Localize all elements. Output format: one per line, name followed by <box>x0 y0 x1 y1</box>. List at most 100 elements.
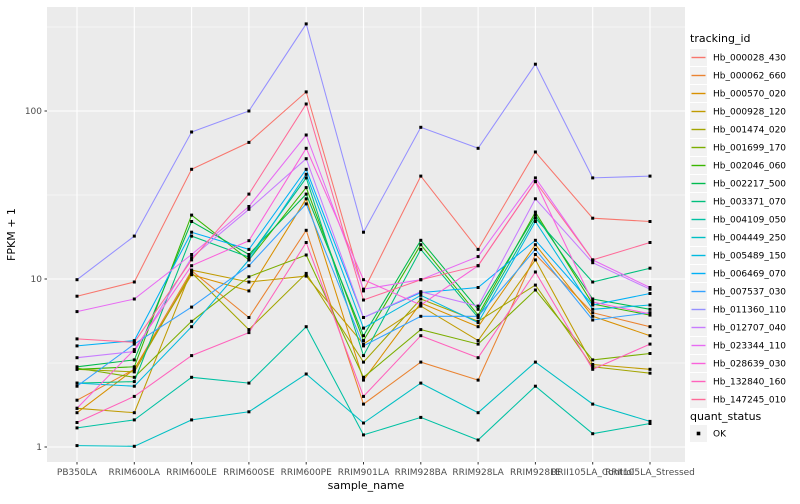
data-point-marker <box>591 303 595 307</box>
data-point-marker <box>190 325 194 329</box>
data-point-marker <box>190 264 194 268</box>
data-point-marker <box>132 411 136 415</box>
legend-label: Hb_000928_120 <box>713 108 786 118</box>
data-point-marker <box>190 220 194 223</box>
legend-label: Hb_000570_020 <box>713 90 786 100</box>
data-point-marker <box>362 421 365 425</box>
data-point-marker <box>132 418 136 422</box>
data-point-marker <box>591 280 595 284</box>
data-point-marker <box>190 375 194 379</box>
data-point-marker <box>75 337 79 341</box>
data-point-marker <box>362 334 365 338</box>
data-point-marker <box>476 247 480 251</box>
data-point-marker <box>591 300 595 304</box>
data-point-marker <box>533 180 537 184</box>
data-point-marker <box>533 253 537 256</box>
data-point-marker <box>304 90 308 94</box>
quant-legend-label: OK <box>713 430 727 440</box>
data-point-marker <box>247 316 251 319</box>
data-point-marker <box>419 301 423 305</box>
data-point-marker <box>648 352 652 355</box>
data-point-marker <box>648 287 652 291</box>
data-point-marker <box>476 304 480 308</box>
data-point-marker <box>591 358 595 362</box>
data-point-marker <box>304 202 308 206</box>
legend-label: Hb_012707_040 <box>713 324 786 334</box>
data-point-marker <box>362 298 365 302</box>
data-point-marker <box>476 286 480 289</box>
x-axis-title: sample_name <box>328 479 405 492</box>
data-point-marker <box>304 102 308 106</box>
data-point-marker <box>648 312 652 316</box>
data-point-marker <box>190 234 194 238</box>
data-point-marker <box>362 326 365 330</box>
data-point-marker <box>591 314 595 318</box>
x-tick-label: RRIM901LA <box>338 468 390 478</box>
data-point-marker <box>648 174 652 178</box>
y-axis-title: FPKM + 1 <box>5 208 18 261</box>
data-point-marker <box>533 197 537 201</box>
data-point-marker <box>476 411 480 415</box>
plot-panel <box>47 7 685 462</box>
legend-label: Hb_001699_170 <box>713 144 786 154</box>
data-point-marker <box>362 394 365 398</box>
data-point-marker <box>190 319 194 323</box>
data-point-marker <box>247 205 251 208</box>
data-point-marker <box>419 243 423 247</box>
data-point-marker <box>304 133 308 137</box>
legend-label: Hb_004109_050 <box>713 216 786 226</box>
quant-legend-title: quant_status <box>690 410 762 423</box>
data-point-marker <box>132 394 136 398</box>
data-point-marker <box>476 356 480 360</box>
data-point-marker <box>304 241 308 244</box>
legend-label: Hb_028639_030 <box>713 360 786 370</box>
data-point-marker <box>533 238 537 242</box>
data-point-marker <box>362 402 365 406</box>
data-point-marker <box>75 294 79 298</box>
data-point-marker <box>533 270 537 274</box>
data-point-marker <box>648 419 652 423</box>
data-point-marker <box>648 292 652 295</box>
data-point-marker <box>533 384 537 388</box>
data-point-marker <box>247 328 251 332</box>
data-point-marker <box>419 247 423 251</box>
data-point-marker <box>648 307 652 311</box>
x-tick-label: RRIM600LE <box>166 468 217 478</box>
data-point-marker <box>533 150 537 154</box>
data-point-marker <box>247 255 251 259</box>
data-point-marker <box>419 415 423 419</box>
data-point-marker <box>190 305 194 309</box>
data-point-marker <box>132 348 136 352</box>
data-point-marker <box>132 297 136 301</box>
data-point-marker <box>591 365 595 369</box>
data-point-marker <box>75 384 79 388</box>
data-point-marker <box>591 402 595 406</box>
data-point-marker <box>362 289 365 293</box>
legend-label: Hb_001474_020 <box>713 126 786 136</box>
data-point-marker <box>591 258 595 262</box>
legend-label: Hb_002046_060 <box>713 162 786 172</box>
data-point-marker <box>419 381 423 385</box>
data-point-marker <box>362 230 365 234</box>
data-point-marker <box>648 422 652 425</box>
data-point-marker <box>591 261 595 265</box>
data-point-marker <box>648 220 652 223</box>
data-point-marker <box>591 176 595 180</box>
legend-label: Hb_005489_150 <box>713 252 786 262</box>
data-point-marker <box>304 197 308 201</box>
y-tick-label: 100 <box>25 107 42 117</box>
data-point-marker <box>476 264 480 268</box>
data-point-marker <box>362 287 365 291</box>
data-point-marker <box>190 130 194 134</box>
data-point-marker <box>304 192 308 196</box>
data-point-marker <box>648 367 652 371</box>
data-point-marker <box>132 350 136 353</box>
data-point-marker <box>247 109 251 113</box>
data-point-marker <box>190 230 194 234</box>
data-point-marker <box>132 384 136 388</box>
data-point-marker <box>247 289 251 293</box>
data-point-marker <box>362 344 365 348</box>
data-point-marker <box>591 363 595 366</box>
data-point-marker <box>533 288 537 292</box>
data-point-marker <box>648 325 652 329</box>
